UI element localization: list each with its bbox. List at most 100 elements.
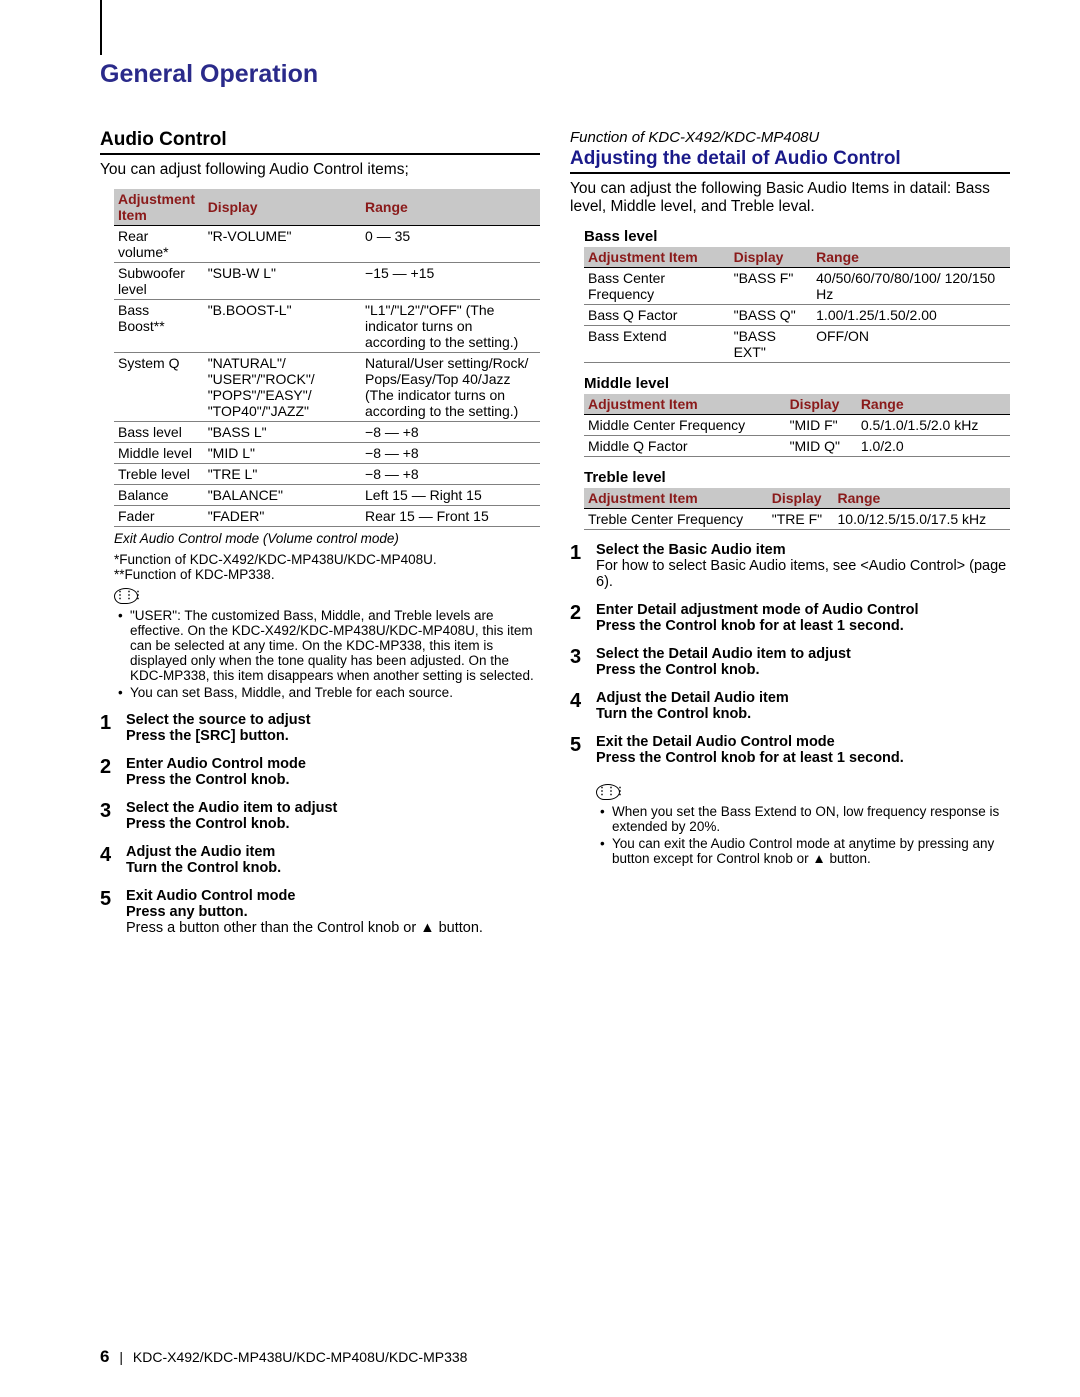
table-row: System Q"NATURAL"/ "USER"/"ROCK"/ "POPS"… — [114, 353, 540, 422]
table-cell: System Q — [114, 353, 204, 422]
table-row: Bass Boost**"B.BOOST-L""L1"/"L2"/"OFF" (… — [114, 300, 540, 353]
right-column: Function of KDC-X492/KDC-MP408U Adjustin… — [570, 129, 1010, 948]
group-heading: Treble level — [570, 469, 1010, 486]
table-cell: Treble Center Frequency — [584, 509, 768, 530]
table-cell: "BASS EXT" — [730, 326, 813, 363]
table-cell: 1.0/2.0 — [857, 436, 1010, 457]
table-row: Subwoofer level"SUB-W L"−15 — +15 — [114, 263, 540, 300]
step-number: 1 — [100, 712, 111, 735]
step-number: 3 — [100, 800, 111, 823]
table-row: Fader"FADER"Rear 15 — Front 15 — [114, 506, 540, 527]
step-number: 5 — [100, 888, 111, 911]
list-item: "USER": The customized Bass, Middle, and… — [130, 608, 540, 683]
step-number: 1 — [570, 542, 581, 565]
function-of-line: Function of KDC-X492/KDC-MP408U — [570, 129, 1010, 146]
col-adjustment: Adjustment Item — [114, 189, 204, 226]
page-footer: 6 | KDC-X492/KDC-MP438U/KDC-MP408U/KDC-M… — [100, 1347, 467, 1367]
step-body-bold: Press the [SRC] button. — [126, 728, 540, 744]
note-icon: ⋮⋮⋮ — [596, 784, 620, 800]
right-steps: 1Select the Basic Audio itemFor how to s… — [570, 542, 1010, 766]
table-cell: "TRE L" — [204, 464, 361, 485]
table-row: Middle Center Frequency"MID F"0.5/1.0/1.… — [584, 415, 1010, 436]
step-title: Select the Basic Audio item — [596, 542, 1010, 558]
left-bullet-list: "USER": The customized Bass, Middle, and… — [100, 608, 540, 700]
table-cell: Bass Q Factor — [584, 305, 730, 326]
step-item: 3Select the Audio item to adjustPress th… — [100, 800, 540, 832]
table-cell: Middle Center Frequency — [584, 415, 786, 436]
table-cell: "MID Q" — [786, 436, 857, 457]
step-body-bold: Press the Control knob. — [596, 662, 1010, 678]
table-cell: "SUB-W L" — [204, 263, 361, 300]
group-heading: Middle level — [570, 375, 1010, 392]
table-row: Balance"BALANCE"Left 15 — Right 15 — [114, 485, 540, 506]
table-row: Bass Extend"BASS EXT"OFF/ON — [584, 326, 1010, 363]
step-item: 4Adjust the Detail Audio itemTurn the Co… — [570, 690, 1010, 722]
table-cell: "BASS L" — [204, 422, 361, 443]
step-title: Exit the Detail Audio Control mode — [596, 734, 1010, 750]
table-cell: 0.5/1.0/1.5/2.0 kHz — [857, 415, 1010, 436]
step-number: 2 — [570, 602, 581, 625]
list-item: When you set the Bass Extend to ON, low … — [612, 804, 1010, 834]
step-title: Adjust the Detail Audio item — [596, 690, 1010, 706]
page-title: General Operation — [100, 60, 1010, 89]
left-section-title: Audio Control — [100, 129, 540, 155]
table-cell: "TRE F" — [768, 509, 834, 530]
group-heading: Bass level — [570, 228, 1010, 245]
step-item: 1 Select the source to adjustPress the [S… — [100, 712, 540, 744]
step-item: 5Exit Audio Control modePress any button… — [100, 888, 540, 936]
step-item: 2 Enter Audio Control modePress the Contr… — [100, 756, 540, 788]
col-range: Range — [361, 189, 540, 226]
table-cell: Bass Boost** — [114, 300, 204, 353]
step-body: Press a button other than the Control kn… — [126, 920, 540, 936]
table-cell: OFF/ON — [812, 326, 1010, 363]
step-item: 3Select the Detail Audio item to adjustP… — [570, 646, 1010, 678]
table-cell: "R-VOLUME" — [204, 226, 361, 263]
note-line: *Function of KDC-X492/KDC-MP438U/KDC-MP4… — [114, 552, 540, 567]
list-item: You can exit the Audio Control mode at a… — [612, 836, 1010, 866]
table-cell: 1.00/1.25/1.50/2.00 — [812, 305, 1010, 326]
step-item: 1Select the Basic Audio itemFor how to s… — [570, 542, 1010, 590]
table-row: Bass level"BASS L"−8 — +8 — [114, 422, 540, 443]
left-steps: 1 Select the source to adjustPress the [S… — [100, 712, 540, 936]
left-column: Audio Control You can adjust following A… — [100, 129, 540, 948]
table-cell: Middle Q Factor — [584, 436, 786, 457]
step-item: 2 Enter Detail adjustment mode of Audio C… — [570, 602, 1010, 634]
table-row: Middle Q Factor"MID Q"1.0/2.0 — [584, 436, 1010, 457]
right-section-title: Adjusting the detail of Audio Control — [570, 148, 1010, 174]
table-cell: Left 15 — Right 15 — [361, 485, 540, 506]
table-cell: Rear 15 — Front 15 — [361, 506, 540, 527]
step-body-bold: Press the Control knob. — [126, 772, 540, 788]
table-cell: Bass Center Frequency — [584, 268, 730, 305]
table-cell: Balance — [114, 485, 204, 506]
step-number: 4 — [100, 844, 111, 867]
step-title: Enter Detail adjustment mode of Audio Co… — [596, 602, 1010, 618]
col-header: Display — [786, 394, 857, 415]
table-cell: "MID L" — [204, 443, 361, 464]
table-row: Bass Q Factor"BASS Q"1.00/1.25/1.50/2.00 — [584, 305, 1010, 326]
table-cell: "BASS Q" — [730, 305, 813, 326]
step-title: Adjust the Audio item — [126, 844, 540, 860]
list-item: You can set Bass, Middle, and Treble for… — [130, 685, 540, 700]
table-cell: Fader — [114, 506, 204, 527]
step-title: Select the source to adjust — [126, 712, 540, 728]
table-footnote: Exit Audio Control mode (Volume control … — [114, 531, 540, 546]
table-row: Treble Center Frequency"TRE F"10.0/12.5/… — [584, 509, 1010, 530]
step-body-bold: Press any button. — [126, 904, 540, 920]
table-row: Treble level"TRE L"−8 — +8 — [114, 464, 540, 485]
page-number: 6 — [100, 1347, 109, 1366]
col-display: Display — [204, 189, 361, 226]
footer-separator: | — [119, 1349, 123, 1365]
col-header: Range — [834, 488, 1011, 509]
table-cell: Treble level — [114, 464, 204, 485]
table-row: Middle level"MID L"−8 — +8 — [114, 443, 540, 464]
table-cell: 10.0/12.5/15.0/17.5 kHz — [834, 509, 1011, 530]
step-body-bold: Turn the Control knob. — [126, 860, 540, 876]
table-cell: "NATURAL"/ "USER"/"ROCK"/ "POPS"/"EASY"/… — [204, 353, 361, 422]
table-cell: Natural/User setting/Rock/ Pops/Easy/Top… — [361, 353, 540, 422]
table-cell: "FADER" — [204, 506, 361, 527]
page-top-rule — [100, 0, 102, 55]
right-bullet-list: When you set the Bass Extend to ON, low … — [570, 804, 1010, 866]
step-title: Enter Audio Control mode — [126, 756, 540, 772]
table-cell: 40/50/60/70/80/100/ 120/150 Hz — [812, 268, 1010, 305]
step-number: 2 — [100, 756, 111, 779]
